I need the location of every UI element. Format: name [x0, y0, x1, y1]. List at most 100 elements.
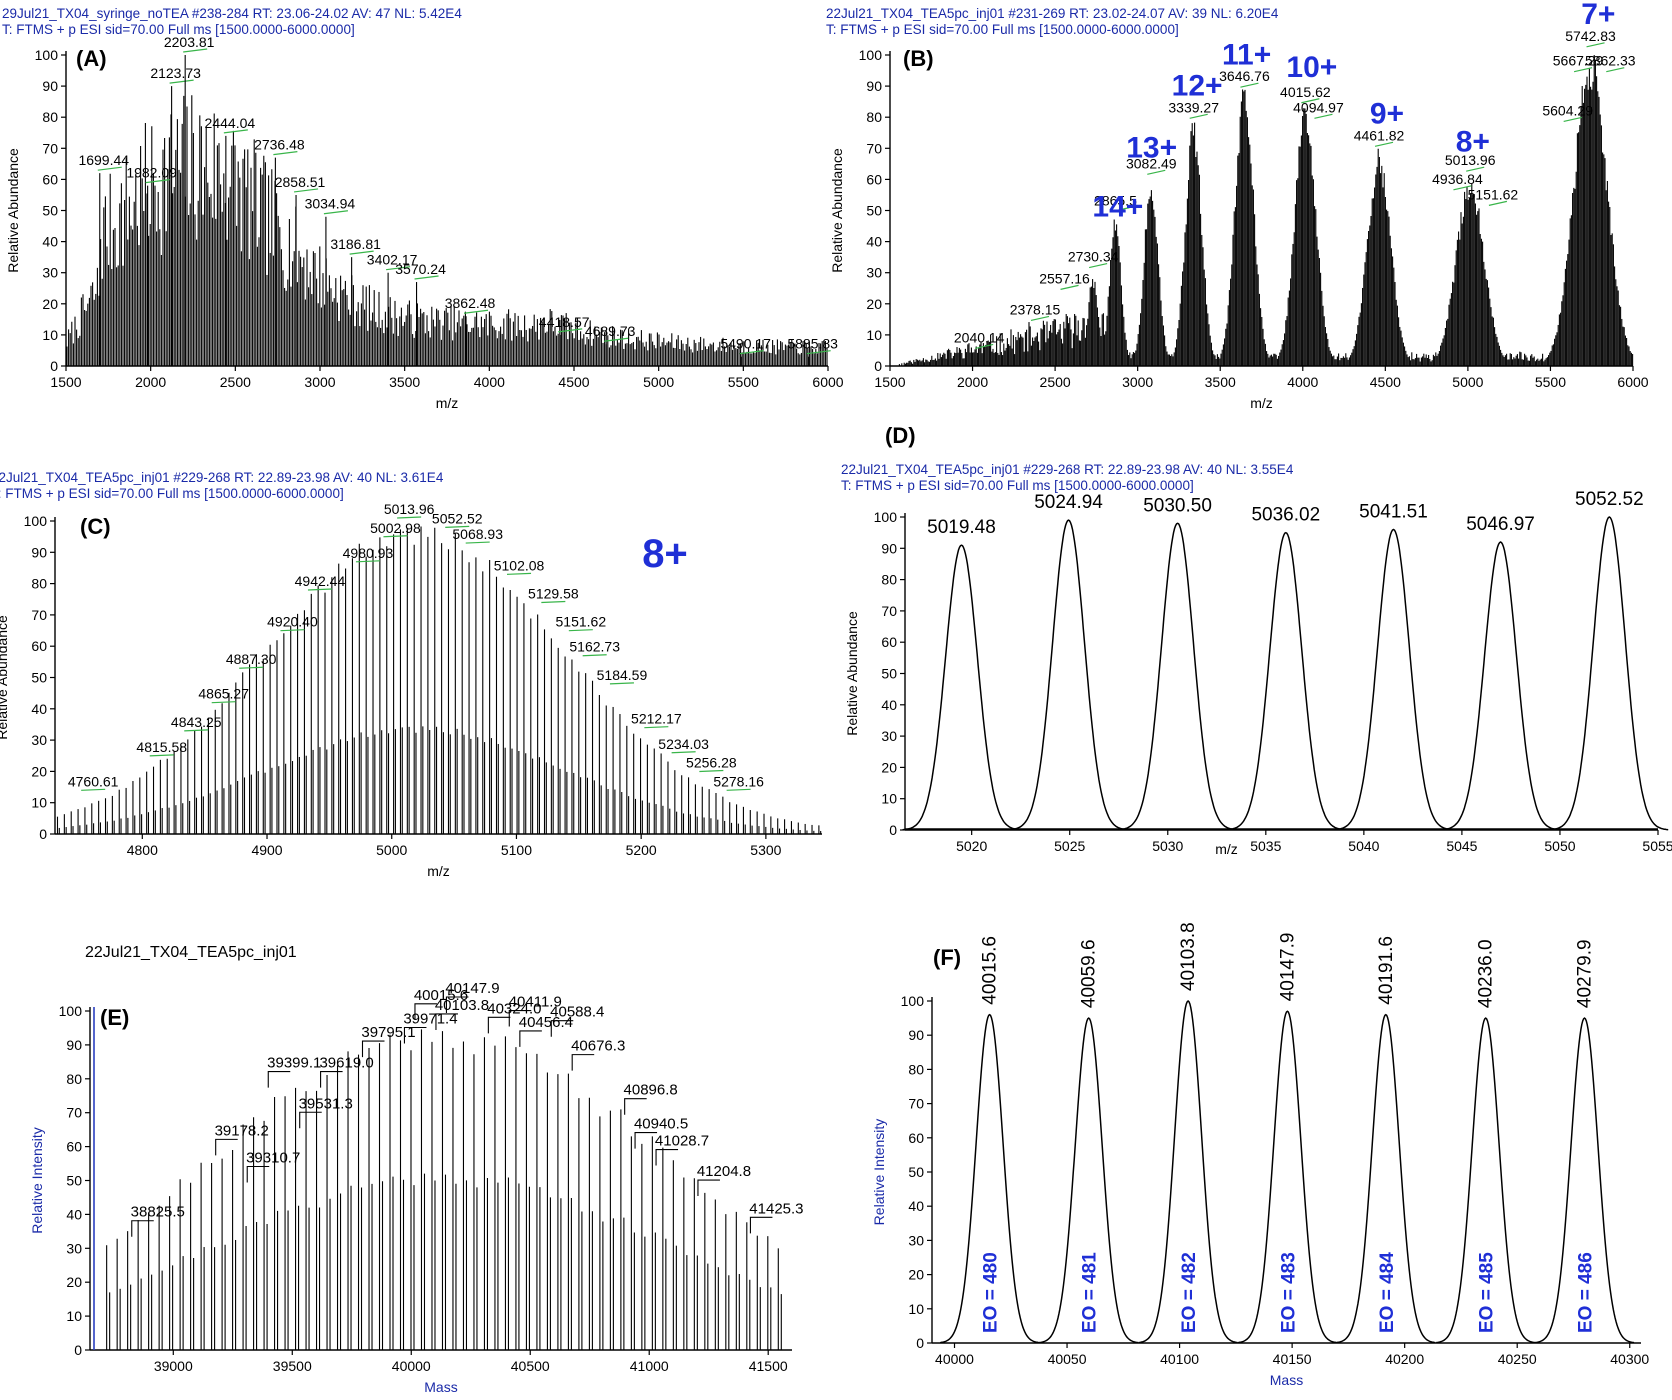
x-tick-label: 40150	[1273, 1351, 1312, 1367]
x-tick-label: 5500	[728, 374, 759, 390]
x-axis-label: Mass	[424, 1379, 457, 1395]
charge-state-label: 10+	[1286, 51, 1337, 84]
oligomer-peak-curve	[1436, 1017, 1536, 1344]
y-tick-label: 80	[31, 576, 47, 592]
panel-label: (F)	[933, 945, 961, 970]
y-tick-label: 100	[874, 509, 898, 525]
y-tick-label: 60	[42, 171, 58, 187]
oligomer-peak-curve	[1336, 1013, 1436, 1344]
panel-c: 22Jul21_TX04_TEA5pc_inj01 #229-268 RT: 2…	[0, 470, 822, 879]
y-tick-label: 100	[24, 513, 48, 529]
peak-label: 5490.17	[720, 336, 771, 352]
scan-header-line: T: FTMS + p ESI sid=70.00 Full ms [1500.…	[2, 22, 355, 37]
x-axis-label: m/z	[1215, 841, 1238, 857]
label-leader	[1301, 98, 1320, 104]
peak-label: 5667.29	[1553, 53, 1604, 69]
peak-label: 40588.4	[550, 1004, 604, 1021]
scan-header-line: T: FTMS + p ESI sid=70.00 Full ms [1500.…	[0, 486, 344, 501]
peak-label: 2557.16	[1039, 270, 1090, 286]
y-tick-label: 40	[31, 701, 47, 717]
peak-label: 1699.44	[78, 152, 129, 168]
x-tick-label: 40100	[1160, 1351, 1199, 1367]
y-tick-label: 0	[916, 1335, 924, 1351]
label-leader	[414, 1003, 437, 1020]
label-leader	[1586, 42, 1605, 48]
x-tick-label: 6000	[1617, 374, 1648, 390]
label-leader	[323, 210, 348, 215]
charge-state-label: 7+	[1581, 0, 1615, 31]
label-leader	[184, 729, 209, 732]
peak-label: 5862.33	[1585, 53, 1636, 69]
y-tick-label: 30	[866, 265, 882, 281]
sample-name: 22Jul21_TX04_TEA5pc_inj01	[85, 944, 297, 961]
charge-state-label: 8+	[1456, 125, 1490, 158]
label-leader	[435, 1013, 458, 1030]
x-tick-label: 5055	[1642, 838, 1672, 854]
peak-label: 5002.98	[370, 520, 421, 536]
peak-label: 2203.81	[164, 34, 215, 50]
peak-label: 4887.30	[226, 651, 277, 667]
x-tick-label: 40300	[1610, 1351, 1649, 1367]
y-tick-label: 0	[74, 1342, 82, 1358]
isotope-peak-curve	[1550, 516, 1669, 831]
y-tick-label: 90	[881, 540, 897, 556]
label-leader	[414, 275, 439, 280]
y-tick-label: 30	[31, 732, 47, 748]
y-tick-label: 0	[39, 826, 47, 842]
ethylene-oxide-count-label: EO = 482	[1179, 1252, 1200, 1333]
peak-label: 2123.73	[150, 65, 201, 81]
peak-label: 5046.97	[1466, 514, 1535, 535]
panel-label: (A)	[76, 46, 107, 71]
y-tick-label: 10	[881, 791, 897, 807]
y-tick-label: 50	[31, 670, 47, 686]
y-axis-label: Relative Intensity	[871, 1119, 887, 1226]
label-leader	[1030, 315, 1050, 322]
label-leader	[273, 151, 298, 156]
ethylene-oxide-count-label: EO = 484	[1377, 1252, 1398, 1333]
peak-label: 40059.6	[1079, 939, 1100, 1008]
y-tick-label: 70	[908, 1096, 924, 1112]
x-axis-label: m/z	[436, 395, 459, 411]
label-leader	[349, 250, 374, 255]
label-leader	[293, 188, 319, 193]
label-leader	[519, 1030, 542, 1047]
scan-header-line: T: FTMS + p ESI sid=70.00 Full ms [1500.…	[826, 22, 1179, 37]
label-leader	[445, 525, 470, 528]
x-tick-label: 5045	[1446, 838, 1477, 854]
label-leader	[624, 1098, 647, 1115]
peak-label: 2858.51	[275, 174, 326, 190]
x-tick-label: 40000	[935, 1351, 974, 1367]
label-leader	[320, 1071, 343, 1088]
y-tick-label: 10	[908, 1301, 924, 1317]
x-tick-label: 5050	[1544, 838, 1575, 854]
y-tick-label: 50	[42, 203, 58, 219]
x-tick-label: 5020	[956, 838, 987, 854]
y-tick-label: 60	[66, 1139, 82, 1155]
x-tick-label: 5300	[750, 842, 781, 858]
charge-state-label: 14+	[1092, 191, 1143, 224]
peak-label: 40147.9	[1277, 933, 1298, 1002]
label-leader	[239, 666, 264, 669]
y-tick-label: 90	[866, 78, 882, 94]
label-leader	[403, 1026, 427, 1044]
peak-label: 40236.0	[1476, 939, 1497, 1008]
y-tick-label: 40	[908, 1198, 924, 1214]
peak-label: 5151.62	[556, 614, 607, 630]
y-tick-label: 10	[66, 1308, 82, 1324]
peak-label: 5013.96	[384, 501, 435, 517]
peak-label: 2865.5	[1094, 193, 1137, 209]
peak-label: 2444.04	[205, 115, 256, 131]
y-tick-label: 70	[66, 1105, 82, 1121]
peak-label: 5024.94	[1034, 492, 1103, 513]
ethylene-oxide-count-label: EO = 483	[1278, 1252, 1299, 1333]
peak-label: 5030.50	[1143, 495, 1212, 516]
x-tick-label: 1500	[50, 374, 81, 390]
spectrum-envelopes	[898, 55, 1634, 366]
y-axis-label: Relative Abundance	[829, 148, 845, 273]
spectrum-sticks	[56, 526, 822, 834]
x-tick-label: 5100	[501, 842, 532, 858]
peak-label: 5212.17	[631, 711, 682, 727]
label-leader	[609, 682, 634, 685]
y-tick-label: 100	[59, 1003, 83, 1019]
